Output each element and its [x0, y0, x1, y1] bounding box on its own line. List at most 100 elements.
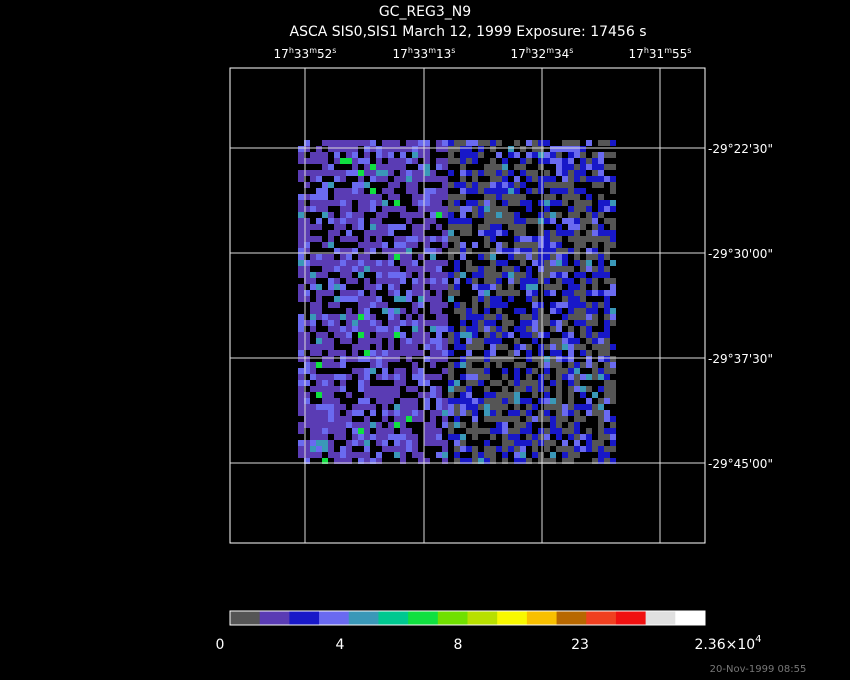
image-pixel	[394, 194, 400, 200]
image-pixel	[460, 440, 466, 446]
image-pixel	[472, 338, 478, 344]
image-pixel	[568, 374, 574, 380]
image-pixel	[484, 338, 490, 344]
image-pixel	[484, 254, 490, 260]
image-pixel	[412, 320, 418, 326]
image-pixel	[604, 308, 610, 314]
image-pixel	[448, 350, 454, 356]
image-pixel	[586, 218, 592, 224]
image-pixel	[388, 194, 394, 200]
image-pixel	[340, 260, 346, 266]
image-pixel	[460, 422, 466, 428]
image-pixel	[490, 170, 496, 176]
image-pixel	[358, 434, 364, 440]
image-pixel	[304, 140, 310, 146]
image-pixel	[370, 368, 376, 374]
image-pixel	[328, 236, 334, 242]
image-pixel	[550, 158, 556, 164]
image-pixel	[382, 332, 388, 338]
image-pixel	[358, 266, 364, 272]
image-pixel	[532, 338, 538, 344]
image-pixel	[598, 302, 604, 308]
colorbar-swatch	[408, 611, 439, 625]
image-pixel	[442, 446, 448, 452]
image-pixel	[298, 206, 304, 212]
image-pixel	[376, 386, 382, 392]
image-pixel	[604, 296, 610, 302]
image-pixel	[592, 374, 598, 380]
image-pixel	[478, 398, 484, 404]
image-pixel	[394, 278, 400, 284]
image-pixel	[334, 170, 340, 176]
image-pixel	[574, 296, 580, 302]
image-pixel	[352, 320, 358, 326]
image-pixel	[604, 398, 610, 404]
image-pixel	[364, 140, 370, 146]
image-pixel	[466, 458, 472, 464]
image-pixel	[610, 320, 616, 326]
image-pixel	[346, 332, 352, 338]
image-pixel	[382, 308, 388, 314]
image-pixel	[304, 422, 310, 428]
image-pixel	[568, 434, 574, 440]
image-pixel	[304, 218, 310, 224]
image-pixel	[340, 140, 346, 146]
image-pixel	[454, 200, 460, 206]
image-pixel	[376, 260, 382, 266]
image-pixel	[346, 170, 352, 176]
image-pixel	[346, 254, 352, 260]
image-pixel	[556, 272, 562, 278]
ra-label-part: h	[526, 46, 531, 55]
image-pixel	[424, 422, 430, 428]
image-pixel	[298, 284, 304, 290]
image-pixel	[574, 452, 580, 458]
image-pixel	[352, 452, 358, 458]
image-pixel	[448, 434, 454, 440]
image-pixel	[406, 272, 412, 278]
image-pixel	[568, 350, 574, 356]
image-pixel	[604, 176, 610, 182]
image-pixel	[526, 152, 532, 158]
image-pixel	[340, 206, 346, 212]
image-pixel	[568, 308, 574, 314]
image-pixel	[358, 218, 364, 224]
image-pixel	[400, 434, 406, 440]
image-pixel	[394, 386, 400, 392]
image-pixel	[436, 200, 442, 206]
image-pixel	[376, 434, 382, 440]
image-pixel	[550, 212, 556, 218]
image-pixel	[604, 356, 610, 362]
image-pixel	[472, 428, 478, 434]
image-pixel	[364, 428, 370, 434]
image-pixel	[388, 152, 394, 158]
image-pixel	[598, 440, 604, 446]
image-pixel	[418, 452, 424, 458]
image-pixel	[496, 326, 502, 332]
image-pixel	[388, 164, 394, 170]
image-pixel	[466, 146, 472, 152]
image-pixel	[532, 170, 538, 176]
image-pixel	[412, 194, 418, 200]
image-pixel	[346, 296, 352, 302]
image-pixel	[580, 266, 586, 272]
image-pixel	[448, 182, 454, 188]
image-pixel	[310, 206, 316, 212]
image-pixel	[538, 266, 544, 272]
timestamp: 20-Nov-1999 08:55	[710, 664, 807, 675]
image-pixel	[358, 314, 364, 320]
image-pixel	[340, 236, 346, 242]
image-pixel	[388, 332, 394, 338]
image-pixel	[604, 410, 610, 416]
image-pixel	[484, 236, 490, 242]
image-pixel	[610, 290, 616, 296]
image-pixel	[580, 302, 586, 308]
image-pixel	[310, 446, 316, 452]
image-pixel	[424, 146, 430, 152]
image-pixel	[502, 242, 508, 248]
image-pixel	[490, 248, 496, 254]
image-pixel	[352, 404, 358, 410]
image-pixel	[322, 362, 328, 368]
image-pixel	[544, 218, 550, 224]
image-pixel	[490, 410, 496, 416]
image-pixel	[580, 314, 586, 320]
